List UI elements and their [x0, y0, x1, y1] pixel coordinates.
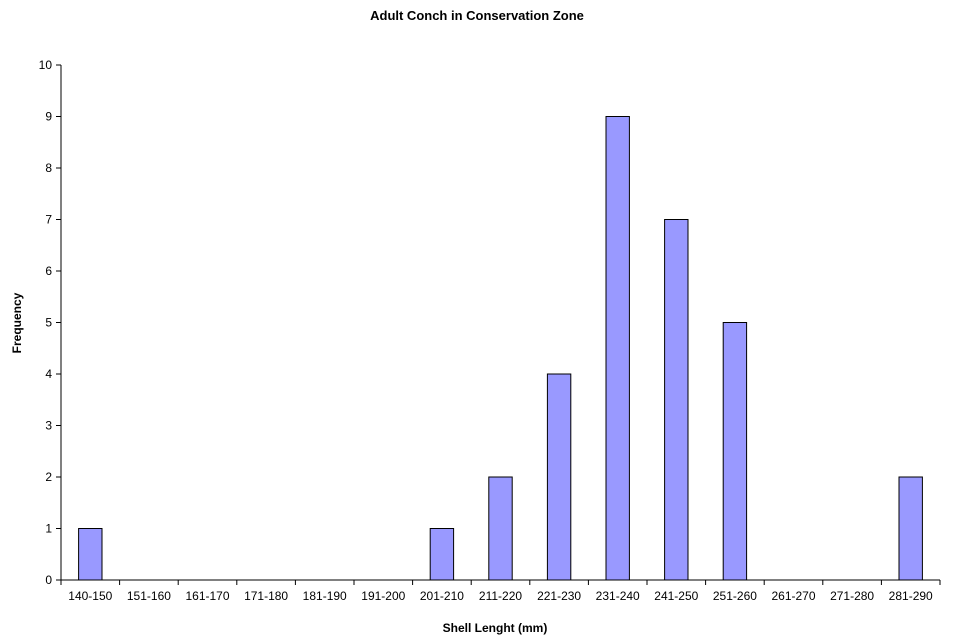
x-tick-label: 151-160 [127, 589, 171, 603]
x-tick-label: 261-270 [771, 589, 815, 603]
bar [429, 528, 455, 581]
y-tick-label: 4 [45, 367, 52, 381]
x-tick-label: 191-200 [361, 589, 405, 603]
y-tick-label: 6 [45, 264, 52, 278]
y-axis-label: Frequency [10, 292, 24, 353]
plot-area: 0 1 2 3 4 5 6 7 8 9 10 140-150 151-160 161-170 171-180… [39, 58, 941, 603]
x-tick-label: 231-240 [596, 589, 640, 603]
x-tick-label: 251-260 [713, 589, 757, 603]
bar [488, 476, 513, 581]
bar [722, 322, 748, 581]
y-tick-label: 10 [39, 58, 53, 72]
x-tick-label: 140-150 [68, 589, 112, 603]
x-tick-label: 281-290 [889, 589, 933, 603]
y-tick-label: 8 [45, 161, 52, 175]
bar [898, 476, 923, 581]
x-tick-label: 241-250 [654, 589, 698, 603]
bar [546, 373, 572, 581]
y-tick-label: 7 [45, 213, 52, 227]
x-tick-label: 211-220 [479, 589, 522, 603]
y-tick-label: 1 [45, 522, 52, 536]
bar [664, 219, 689, 581]
y-tick-label: 5 [45, 316, 52, 330]
y-tick-label: 2 [45, 470, 52, 484]
y-tick-label: 9 [45, 110, 52, 124]
x-tick-label: 271-280 [830, 589, 874, 603]
bar [605, 116, 630, 581]
x-tick-label: 221-230 [537, 589, 581, 603]
bar [78, 528, 103, 581]
y-tick-label: 3 [45, 419, 52, 433]
x-tick-label: 181-190 [303, 589, 347, 603]
y-tick-label: 0 [45, 573, 52, 587]
x-tick-label: 161-170 [185, 589, 229, 603]
x-axis-label: Shell Lenght (mm) [443, 621, 548, 635]
x-tick-label: 201-210 [420, 589, 464, 603]
x-tick-label: 171-180 [244, 589, 288, 603]
chart-title: Adult Conch in Conservation Zone [370, 8, 584, 23]
